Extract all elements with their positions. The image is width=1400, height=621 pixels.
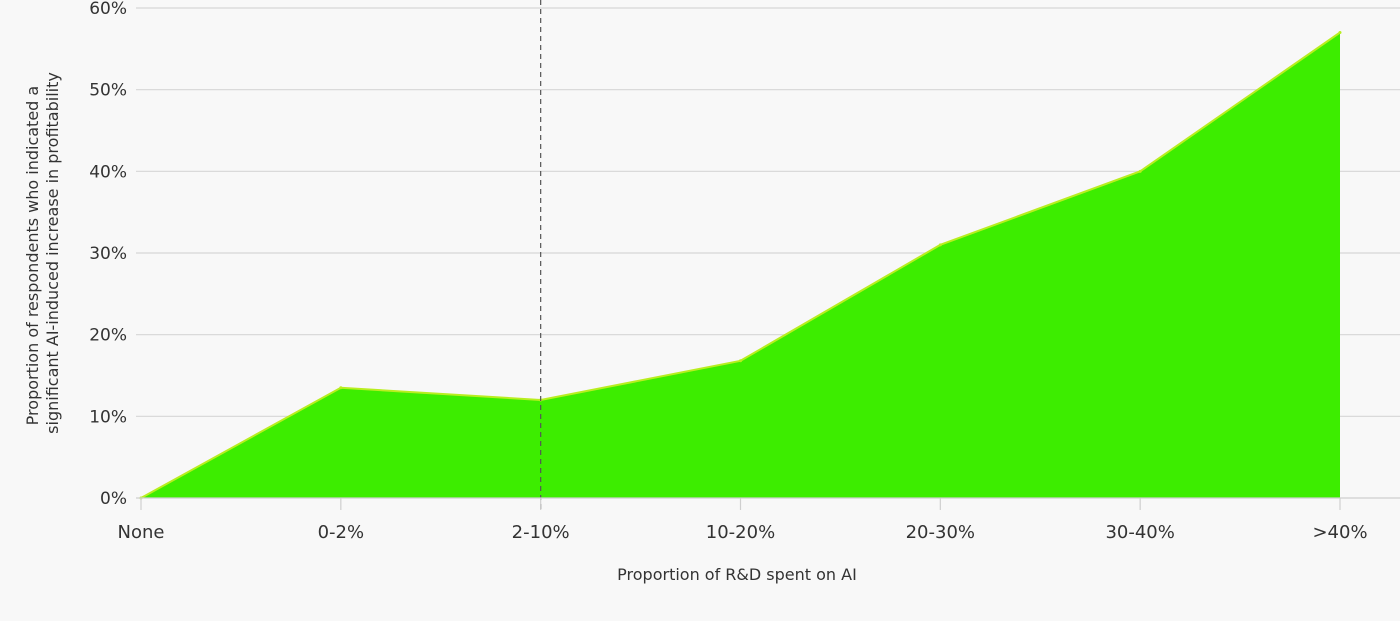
- y-tick-label: 0%: [100, 489, 127, 509]
- x-tick-label: 20-30%: [906, 522, 975, 543]
- data-point: [739, 359, 742, 363]
- y-axis-title-line-2: significant AI-induced increase in profi…: [43, 72, 62, 434]
- y-axis-title: Proportion of respondents who indicated …: [23, 72, 62, 434]
- plot-area: [139, 31, 1342, 500]
- x-tick-label: 30-40%: [1105, 522, 1174, 543]
- axes: [136, 497, 1400, 510]
- data-point: [339, 386, 343, 390]
- x-tick-label: 10-20%: [706, 522, 775, 543]
- y-tick-label: 50%: [89, 81, 127, 101]
- x-tick-label: 2-10%: [512, 522, 570, 543]
- y-tick-label: 10%: [89, 407, 127, 427]
- x-tick-label: None: [118, 522, 165, 543]
- y-tick-label: 40%: [89, 162, 127, 182]
- data-point: [1138, 169, 1142, 173]
- x-tick-label: 0-2%: [318, 522, 365, 543]
- data-point: [1338, 31, 1342, 34]
- x-tick-label: >40%: [1312, 522, 1367, 543]
- y-tick-label: 20%: [89, 326, 127, 346]
- y-tick-label: 30%: [89, 244, 127, 264]
- x-tick-labels: None 0-2% 2-10% 10-20% 20-30% 30-40% >40%: [118, 522, 1368, 543]
- x-axis-title: Proportion of R&D spent on AI: [617, 565, 857, 584]
- y-tick-label: 60%: [89, 0, 127, 19]
- y-axis-title-line-1: Proportion of respondents who indicated …: [23, 86, 42, 426]
- area-series: [141, 32, 1340, 498]
- y-tick-labels: 0% 10% 20% 30% 40% 50% 60%: [89, 0, 127, 509]
- data-point: [938, 243, 942, 247]
